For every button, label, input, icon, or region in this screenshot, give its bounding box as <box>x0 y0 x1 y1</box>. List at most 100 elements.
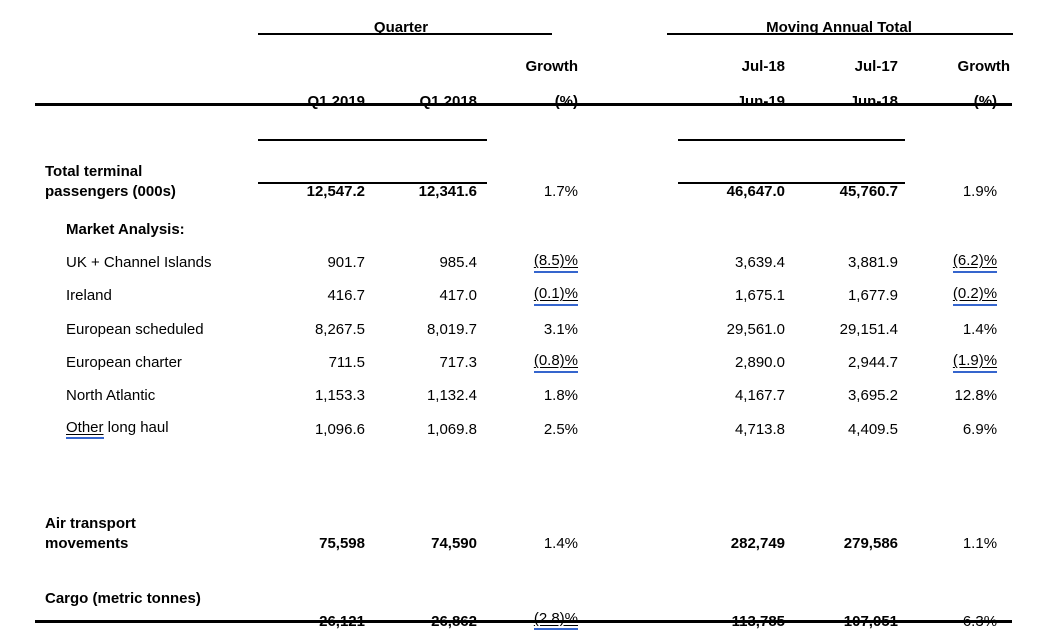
market-row-ireland: Ireland 416.7 417.0 (0.1)% 1,675.1 1,677… <box>35 279 1013 312</box>
market-row-north-atlantic: North Atlantic 1,153.3 1,132.4 1.8% 4,16… <box>35 379 1013 412</box>
mat1-value: 4,713.8 <box>734 420 786 438</box>
air-q1-2019-value: 75,598 <box>319 535 365 552</box>
market-analysis-label: Market Analysis: <box>66 221 185 238</box>
total-mat2-value: 45,760.7 <box>839 183 899 200</box>
mat2-value: 2,944.7 <box>847 354 899 371</box>
air-mat2-value: 279,586 <box>843 535 899 552</box>
growth-mat-value: 12.8% <box>954 387 998 404</box>
quarter-group-underline <box>258 33 552 35</box>
q1-2019-value: 901.7 <box>327 254 365 271</box>
pct-mat-header: (%) <box>973 93 998 110</box>
growth-q-value: 2.5% <box>543 420 579 438</box>
market-row-european-charter: European charter 711.5 717.3 (0.8)% 2,89… <box>35 346 1013 379</box>
mat2-value: 1,677.9 <box>847 287 899 304</box>
mat2-value: 29,151.4 <box>839 320 899 338</box>
growth-q-value: (0.1)% <box>479 279 580 312</box>
cargo-mat2-value: 107,051 <box>843 613 899 630</box>
q1-2019-value: 1,096.6 <box>314 420 365 438</box>
mat-col1-top-header: Jul-18 <box>741 58 786 75</box>
spacer-row <box>35 564 1013 582</box>
q1-2018-value: 1,069.8 <box>426 420 477 438</box>
air-growth-q-value: 1.4% <box>543 535 579 552</box>
market-row-european-scheduled: European scheduled 8,267.5 8,019.7 3.1% … <box>35 312 1013 346</box>
q1-2019-value: 1,153.3 <box>314 387 365 404</box>
cargo-label: Cargo (metric tonnes) <box>45 590 201 607</box>
air-growth-mat-value: 1.1% <box>962 535 998 552</box>
cargo-mat1-value: 113,785 <box>731 613 786 630</box>
total-quarter-underline <box>258 182 487 184</box>
spacer-row <box>35 446 1013 496</box>
cargo-growth-q-value: (2.8)% <box>479 582 580 636</box>
q1-2018-header: Q1 2018 <box>419 93 477 110</box>
q1-2018-value: 8,019.7 <box>426 320 477 338</box>
cargo-q1-2018-value: 26,862 <box>431 613 477 630</box>
mat1-value: 29,561.0 <box>726 320 786 338</box>
mat-col2-top-header: Jul-17 <box>854 58 899 75</box>
total-q1-2019-value: 12,547.2 <box>306 183 365 200</box>
group-header-row: Quarter Moving Annual Total <box>35 0 1013 39</box>
growth-q-value: 3.1% <box>543 320 579 338</box>
market-row-uk-channel-islands: UK + Channel Islands 901.7 985.4 (8.5)% … <box>35 246 1013 279</box>
q1-2018-value: 417.0 <box>439 287 477 304</box>
column-header-row: Q1 2019 Q1 2018 (%) Jun-19 Jun-18 (%) <box>35 79 1013 115</box>
cargo-growth-mat-value: 6.3% <box>962 613 998 630</box>
growth-q-value: (0.8)% <box>479 346 580 379</box>
growth-mat-value: (0.2)% <box>900 279 1013 312</box>
total-mat-underline <box>678 182 905 184</box>
row-label: Ireland <box>66 287 112 304</box>
row-label: Other long haul <box>35 412 250 446</box>
growth-mat-value: (6.2)% <box>900 246 1013 279</box>
cargo-row: Cargo (metric tonnes) 26,121 26,862 (2.8… <box>35 582 1013 636</box>
mat2-value: 3,881.9 <box>847 254 899 271</box>
mat-group-header: Moving Annual Total <box>766 19 912 36</box>
row-label: European scheduled <box>66 320 204 338</box>
total-mat-overline <box>678 139 905 141</box>
growth-mat-value: (1.9)% <box>900 346 1013 379</box>
total-mat1-value: 46,647.0 <box>726 183 786 200</box>
air-mat1-value: 282,749 <box>730 535 786 552</box>
row-label: North Atlantic <box>66 387 156 404</box>
air-q1-2018-value: 74,590 <box>431 535 477 552</box>
total-growth-q-value: 1.7% <box>543 183 579 200</box>
q1-2019-value: 711.5 <box>328 354 365 371</box>
mat2-value: 4,409.5 <box>847 420 899 438</box>
pct-quarter-header: (%) <box>554 93 579 110</box>
total-terminal-passengers-row: Total terminal passengers (000s) 12,547.… <box>35 145 1013 213</box>
q1-2018-value: 717.3 <box>439 354 477 371</box>
table-bottom-rule <box>35 620 1012 623</box>
q1-2019-header: Q1 2019 <box>307 93 365 110</box>
sub-header-row: Growth Jul-18 Jul-17 Growth <box>35 39 1013 79</box>
row-label: UK + Channel Islands <box>66 254 212 271</box>
header-bottom-rule <box>35 103 1012 106</box>
mat-group-underline <box>667 33 1013 35</box>
spacer-row <box>35 115 1013 145</box>
growth-quarter-header: Growth <box>525 58 579 75</box>
row-label: European charter <box>66 354 182 371</box>
total-growth-mat-value: 1.9% <box>962 183 998 200</box>
total-passengers-label: Total terminal passengers (000s) <box>45 163 176 200</box>
mat1-value: 2,890.0 <box>734 354 786 371</box>
growth-mat-value: 6.9% <box>962 420 998 438</box>
growth-q-value: 1.8% <box>543 387 579 404</box>
mat-col1-bottom-header: Jun-19 <box>736 93 786 110</box>
growth-q-value: (8.5)% <box>479 246 580 279</box>
mat2-value: 3,695.2 <box>847 387 899 404</box>
total-q1-2018-value: 12,341.6 <box>418 183 477 200</box>
cargo-q1-2019-value: 26,121 <box>319 613 365 630</box>
mat-col2-bottom-header: Jun-18 <box>849 93 899 110</box>
market-row-other-long-haul: Other long haul 1,096.6 1,069.8 2.5% 4,7… <box>35 412 1013 446</box>
quarter-group-header: Quarter <box>373 19 429 36</box>
mat1-value: 4,167.7 <box>734 387 786 404</box>
air-transport-movements-row: Air transport movements 75,598 74,590 1.… <box>35 496 1013 564</box>
q1-2019-value: 8,267.5 <box>314 320 365 338</box>
market-analysis-header-row: Market Analysis: <box>35 213 1013 246</box>
traffic-statistics-table: Quarter Moving Annual Total Growth Jul-1… <box>35 0 1013 636</box>
total-quarter-overline <box>258 139 487 141</box>
mat1-value: 3,639.4 <box>734 254 786 271</box>
grammar-marked-word: Other <box>66 419 104 440</box>
q1-2018-value: 1,132.4 <box>426 387 477 404</box>
q1-2018-value: 985.4 <box>439 254 477 271</box>
growth-mat-value: 1.4% <box>962 320 998 338</box>
mat1-value: 1,675.1 <box>734 287 786 304</box>
